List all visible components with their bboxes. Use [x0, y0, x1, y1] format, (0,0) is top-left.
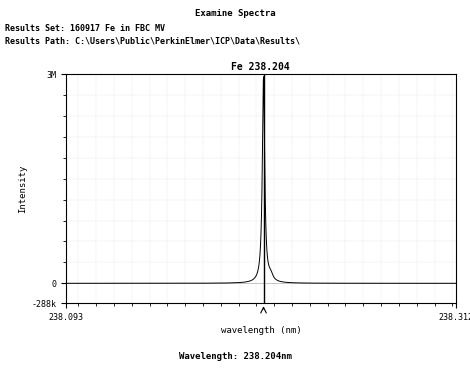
- Text: Examine Spectra: Examine Spectra: [195, 9, 275, 18]
- Y-axis label: Intensity: Intensity: [18, 165, 27, 213]
- Text: Wavelength: 238.204nm: Wavelength: 238.204nm: [179, 352, 291, 361]
- Text: Results Set: 160917 Fe in FBC MV: Results Set: 160917 Fe in FBC MV: [5, 24, 164, 33]
- Text: Results Path: C:\Users\Public\PerkinElmer\ICP\Data\Results\: Results Path: C:\Users\Public\PerkinElme…: [5, 37, 300, 46]
- Title: Fe 238.204: Fe 238.204: [232, 62, 290, 72]
- X-axis label: wavelength (nm): wavelength (nm): [220, 326, 301, 335]
